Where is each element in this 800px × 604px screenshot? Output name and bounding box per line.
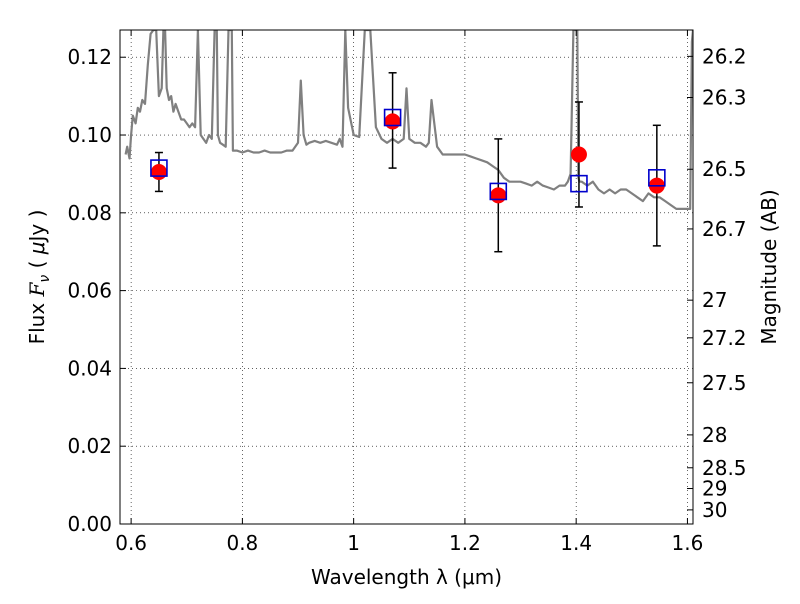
model-point[interactable] — [570, 174, 588, 193]
mag-tick-label: 26.5 — [702, 157, 747, 181]
x-tick-label: 0.6 — [115, 531, 147, 555]
y-label-symbol: F — [25, 281, 49, 297]
y-label-text: Jy ) — [25, 210, 49, 244]
y-tick-label: 0.04 — [67, 356, 112, 380]
mag-tick-label: 27.5 — [702, 371, 747, 395]
mag-tick-label: 26.3 — [702, 85, 747, 109]
mag-tick-label: 28.5 — [702, 456, 747, 480]
x-tick-label: 0.8 — [226, 531, 258, 555]
y-label-mu: μ — [25, 241, 49, 255]
y-label-text: Flux — [25, 296, 49, 344]
x-axis-label: Wavelength λ (μm) — [311, 565, 502, 589]
mag-tick-label: 26.2 — [702, 44, 747, 68]
mag-tick-label: 26.7 — [702, 217, 747, 241]
y-axis-label: Flux Fν ( μJy ) — [25, 210, 53, 345]
y-tick-label: 0.06 — [67, 279, 112, 303]
x-tick-label: 1 — [347, 531, 360, 555]
observed-point[interactable] — [490, 187, 507, 204]
model-point[interactable] — [383, 108, 402, 127]
observed-point[interactable] — [570, 146, 587, 163]
model-point[interactable] — [489, 182, 508, 201]
x-tick-label: 1.4 — [560, 531, 592, 555]
x-tick-label: 1.6 — [672, 531, 704, 555]
mag-tick-label: 27 — [702, 288, 727, 312]
x-tick-label: 1.2 — [449, 531, 481, 555]
mag-tick-label: 28 — [702, 423, 727, 447]
y-tick-label: 0.00 — [67, 512, 112, 536]
y-label-text: ( — [25, 254, 49, 275]
model-point[interactable] — [648, 169, 666, 187]
model-point[interactable] — [150, 159, 168, 177]
mag-tick-label: 30 — [702, 498, 727, 522]
y2-axis-label: Magnitude (AB) — [757, 189, 781, 344]
y-label-subscript: ν — [37, 275, 53, 283]
plot-frame — [119, 29, 694, 525]
y-tick-label: 0.12 — [67, 45, 112, 69]
y-tick-label: 0.10 — [67, 123, 112, 147]
y-tick-label: 0.08 — [67, 201, 112, 225]
mag-tick-label: 27.2 — [702, 326, 747, 350]
observed-point[interactable] — [150, 163, 167, 180]
mag-tick-label: 29 — [702, 477, 727, 501]
y-tick-label: 0.02 — [67, 434, 112, 458]
observed-point[interactable] — [384, 113, 401, 130]
